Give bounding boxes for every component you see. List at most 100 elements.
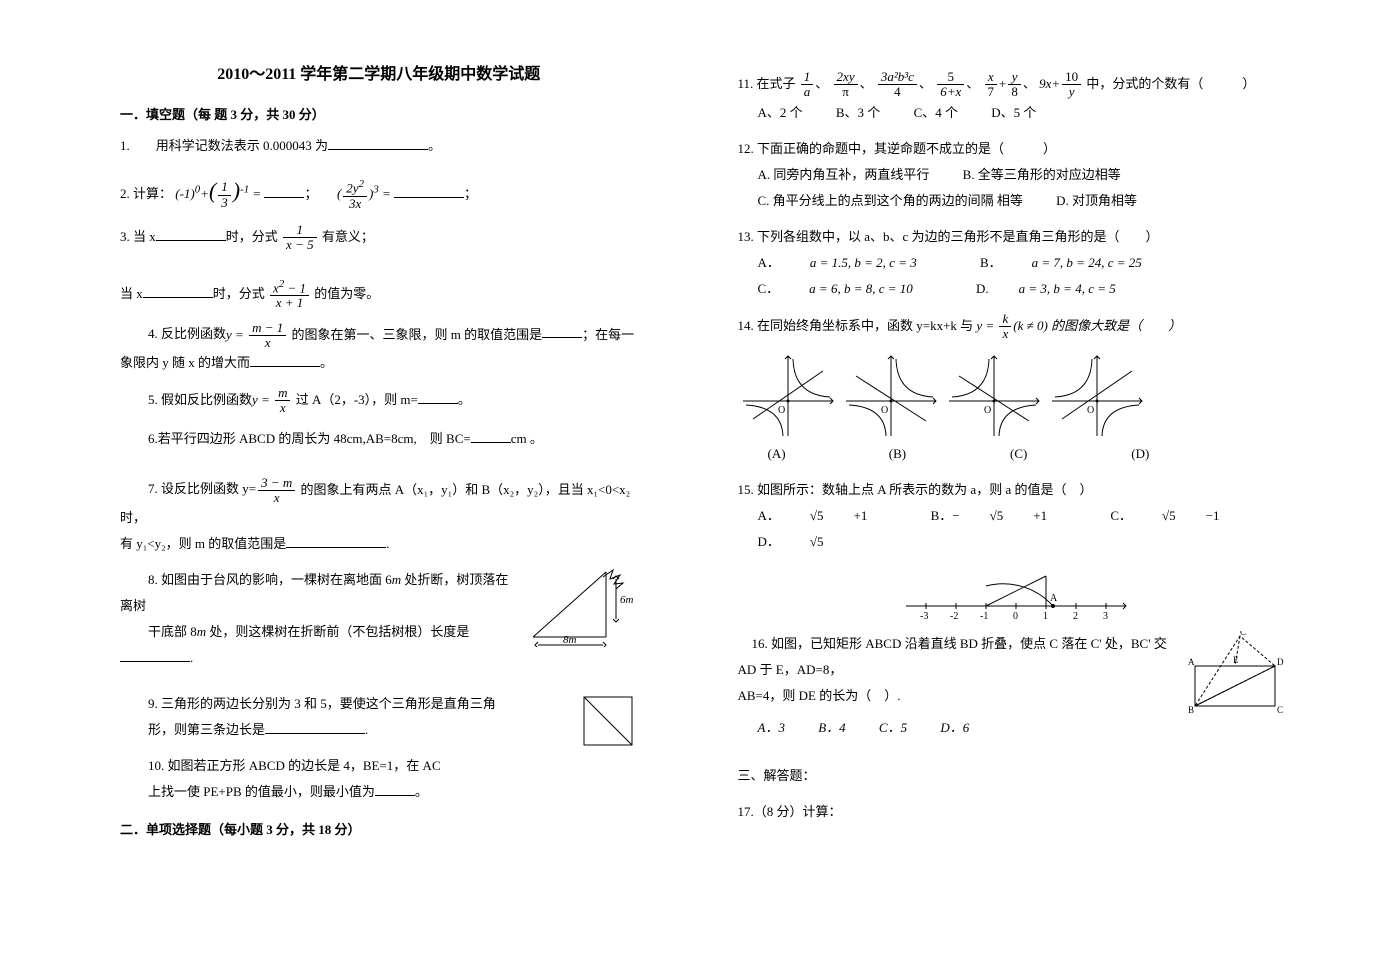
q15-oB-l: B．− (931, 503, 960, 529)
q11-f4-den: 6+x (937, 85, 964, 99)
svg-text:O: O (1087, 405, 1094, 416)
q9-b: 形，则第三条边长是 (148, 717, 265, 743)
q14-fig-b: O (841, 351, 941, 441)
q11-oD: D、5 个 (991, 100, 1036, 126)
q15-a: 15. 如图所示：数轴上点 A 所表示的数为 a，则 a 的值是（ ） (738, 482, 1093, 497)
q14-figures: O O O (738, 351, 1296, 441)
q14-labels: (A) (B) (C) (D) (768, 441, 1296, 467)
q2-eq2-num-exp: 2 (359, 178, 364, 190)
q11-oA: A、2 个 (758, 100, 803, 126)
svg-text:O: O (778, 405, 785, 416)
question-4: 4. 反比例函数 y = m − 1x 的图象在第一、三象限，则 m 的取值范围… (120, 321, 638, 377)
q4-num: m − 1 (249, 321, 286, 336)
q5-c: 。 (458, 392, 471, 407)
q13-oA-label: A． (758, 250, 780, 276)
q9-c: . (365, 722, 368, 737)
svg-text:B: B (1188, 705, 1194, 715)
q5-eq: y = (252, 392, 273, 407)
q3-frac1-num: 1 (283, 223, 317, 238)
q14-b: (k ≠ 0) 的图像大致是（ ） (1013, 317, 1181, 332)
q11-f6-den: y (1062, 85, 1081, 99)
q15-vC: √5 (1162, 503, 1176, 529)
q15-oC-l: C． (1110, 503, 1132, 529)
q11-f3-den: 4 (878, 85, 917, 99)
q14-fig-c: O (944, 351, 1044, 441)
q11-f5b-den: 8 (1008, 85, 1021, 99)
section-1-heading: 一．填空题（每 题 3 分，共 30 分） (120, 104, 638, 123)
q7-blank (286, 535, 386, 548)
q3-c: 有意义； (322, 229, 374, 244)
q13-oB-label: B． (980, 250, 1002, 276)
q8-m1: m (392, 572, 401, 587)
q11-f2-den: π (834, 85, 858, 99)
question-1: 1. 用科学记数法表示 0.000043 为。 (120, 133, 638, 159)
q15-t1: -2 (950, 611, 958, 621)
q13-oB: B．a = 7, b = 24, c = 25 (980, 250, 1172, 276)
q15-oD-l: D． (758, 529, 780, 555)
question-9: 9. 三角形的两边长分别为 3 和 5，要使这个三角形是直角三角 形，则第三条边… (120, 691, 638, 743)
q15-t6: 3 (1103, 611, 1108, 621)
q8-m2: m (197, 624, 206, 639)
q10-a: 10. 如图若正方形 ABCD 的边长是 4，BE=1，在 AC (148, 753, 441, 779)
q1-text: 1. 用科学记数法表示 0.000043 为 (120, 138, 328, 153)
q15-figure-wrap: -3 -2 -1 0 1 2 3 A (738, 561, 1296, 621)
q6-blank (471, 430, 511, 443)
q3-e: 时，分式 (213, 286, 265, 301)
tree-h-label: 6m (620, 594, 634, 606)
question-8: 6m 8m 8. 如图由于台风的影响，一棵树在离地面 6m 处折断，树顶落在离树… (120, 567, 638, 671)
q11-s3: 、 (919, 76, 932, 91)
q16-a: 16. 如图，已知矩形 ABCD 沿着直线 BD 折叠，使点 C 落在 C' 处… (738, 636, 1167, 677)
q16-figure: AD BC EC' (1185, 631, 1295, 731)
q12-row2: C. 角平分线上的点到这个角的两边的间隔 相等 D. 对顶角相等 (758, 188, 1296, 214)
q8-a: 8. 如图由于台风的影响，一棵树在离地面 6 (148, 567, 392, 593)
q2-prefix: 2. 计算： (120, 186, 172, 201)
svg-text:O: O (984, 405, 991, 416)
q9-a: 9. 三角形的两边长分别为 3 和 5，要使这个三角形是直角三角 (148, 691, 496, 717)
q13-oC-label: C． (758, 276, 780, 302)
q12-oC: C. 角平分线上的点到这个角的两边的间隔 相等 (758, 188, 1023, 214)
q15-oD: D．√5 (758, 529, 854, 555)
q16-oD: D．6 (940, 715, 969, 741)
q6-b: cm 。 (511, 431, 543, 446)
q4-a: 4. 反比例函数 (148, 321, 226, 347)
q2-sep: ； (304, 186, 317, 201)
q10-blank (375, 783, 415, 796)
q3-b: 时，分式 (226, 229, 278, 244)
q12-oD: D. 对顶角相等 (1056, 188, 1137, 214)
q4-e: 。 (320, 355, 333, 370)
q4-eq: y = (226, 326, 247, 341)
q12-row1: A. 同旁内角互补，两直线平行 B. 全等三角形的对应边相等 (758, 162, 1296, 188)
q12-oA: A. 同旁内角互补，两直线平行 (758, 162, 930, 188)
q5-a: 5. 假如反比例函数 (148, 387, 252, 413)
q2-eq1: (-1)0+(13)-1 = (175, 186, 264, 201)
q15-oC: C．√5−1 (1110, 503, 1249, 529)
q11-f5b-num: y (1008, 70, 1021, 85)
q14-num: k (999, 312, 1011, 327)
q14-lA: (A) (768, 441, 868, 467)
q14-lB: (B) (889, 441, 989, 467)
q7-c: 有 y₁<y₂，则 m 的取值范围是 (120, 536, 286, 551)
q14-fig-a: O (738, 351, 838, 441)
question-16: AD BC EC' 16. 如图，已知矩形 ABCD 沿着直线 BD 折叠，使点… (738, 631, 1296, 741)
q2-blank2 (394, 185, 464, 198)
q3-frac2-num-tail: − 1 (284, 280, 306, 295)
q16-b: AB=4，则 DE 的长为（ ）. (738, 688, 901, 703)
question-5: 5. 假如反比例函数 y = mx 过 A（2，-3），则 m=。 (120, 386, 638, 416)
q2-blank1 (264, 185, 304, 198)
q3-d: 当 x (120, 286, 143, 301)
q11-b: 中，分式的个数有（ ） (1086, 76, 1255, 91)
q2-eq1-eq: = (249, 186, 264, 201)
q2-eq1-num: 1 (218, 180, 231, 195)
q11-f3-num: 3a²b³c (878, 70, 917, 85)
q3-frac1-den: x − 5 (283, 238, 317, 252)
q13-eqA: a = 1.5, b = 2, c = 3 (810, 250, 917, 276)
svg-text:A: A (1188, 657, 1195, 667)
q15-vA-p: +1 (854, 503, 868, 529)
q2-eq2-num: 2y2 (343, 179, 367, 197)
q13-a: 13. 下列各组数中，以 a、b、c 为边的三角形不是直角三角形的是（ ） (738, 229, 1159, 244)
q15-oB: B．−√5+1 (931, 503, 1078, 529)
q15-oA: A．√5+1 (758, 503, 898, 529)
question-14: 14. 在同始终角坐标系中，函数 y=kx+k 与 y = kx(k ≠ 0) … (738, 312, 1296, 468)
q8-e: . (190, 650, 193, 665)
q13-oD: D.a = 3, b = 4, c = 5 (976, 276, 1146, 302)
